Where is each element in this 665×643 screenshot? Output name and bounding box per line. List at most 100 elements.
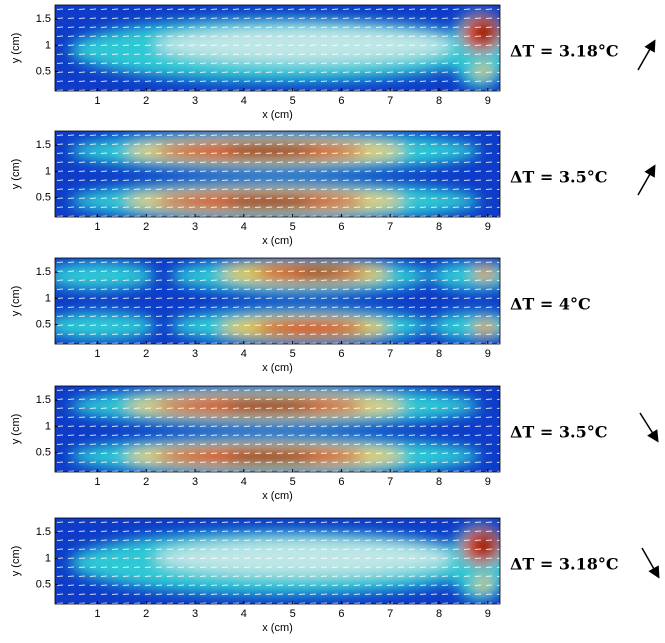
y-tick-label: 1 xyxy=(45,552,51,564)
arrow xyxy=(641,547,660,579)
y-axis-label: y (cm) xyxy=(10,546,22,577)
x-tick-label: 7 xyxy=(387,608,393,620)
x-tick-label: 5 xyxy=(290,95,296,107)
y-tick-label: 1 xyxy=(45,165,51,177)
y-tick-label: 1 xyxy=(45,39,51,51)
y-tick-label: 1.5 xyxy=(36,266,51,278)
x-tick-label: 6 xyxy=(338,476,344,488)
x-tick-label: 8 xyxy=(436,608,442,620)
panel: 1 2 3 4 5 6 7 8 9 0.5 1 1.5 x (cm) y (cm) ΔT = 3.18°C xyxy=(10,4,619,121)
delta-t-label: ΔT = 3.18°C xyxy=(510,555,619,574)
x-tick-label: 7 xyxy=(387,221,393,233)
x-tick-label: 9 xyxy=(485,476,491,488)
y-tick-label: 0.5 xyxy=(36,447,51,459)
x-tick-label: 5 xyxy=(290,221,296,233)
frame xyxy=(54,4,501,92)
x-tick-label: 8 xyxy=(436,221,442,233)
frame xyxy=(54,257,501,345)
delta-t-label: ΔT = 3.5°C xyxy=(510,423,607,442)
y-axis-label: y (cm) xyxy=(10,286,22,317)
x-tick-label: 9 xyxy=(485,348,491,360)
x-tick-label: 7 xyxy=(387,95,393,107)
x-tick-label: 4 xyxy=(241,608,247,620)
x-tick-label: 2 xyxy=(143,95,149,107)
velocity-vectors xyxy=(55,5,500,91)
y-tick-label: 1 xyxy=(45,292,51,304)
y-tick-label: 1 xyxy=(45,420,51,432)
heatmap xyxy=(55,5,500,91)
x-tick-label: 3 xyxy=(192,608,198,620)
frame xyxy=(54,130,501,218)
panel: 1 2 3 4 5 6 7 8 9 0.5 1 1.5 x (cm) y (cm) ΔT = 3.5°C xyxy=(10,385,607,502)
x-tick-label: 9 xyxy=(485,221,491,233)
x-tick-label: 3 xyxy=(192,476,198,488)
x-tick-label: 3 xyxy=(192,221,198,233)
velocity-vectors xyxy=(55,258,500,344)
y-tick-label: 1.5 xyxy=(36,526,51,538)
heatmap xyxy=(55,258,500,344)
x-tick-label: 1 xyxy=(94,348,100,360)
x-tick-label: 3 xyxy=(192,348,198,360)
delta-t-label: ΔT = 3.5°C xyxy=(510,168,607,187)
frame xyxy=(54,517,501,605)
y-tick-label: 0.5 xyxy=(36,66,51,78)
x-axis-label: x (cm) xyxy=(262,109,293,121)
frame xyxy=(54,385,501,473)
x-tick-label: 1 xyxy=(94,608,100,620)
x-tick-label: 6 xyxy=(338,95,344,107)
x-tick-label: 4 xyxy=(241,476,247,488)
x-tick-label: 7 xyxy=(387,348,393,360)
x-axis-label: x (cm) xyxy=(262,490,293,502)
heatmap xyxy=(55,386,500,472)
x-tick-label: 8 xyxy=(436,95,442,107)
y-tick-label: 0.5 xyxy=(36,192,51,204)
x-tick-label: 6 xyxy=(338,348,344,360)
heatmap xyxy=(55,518,500,604)
x-tick-label: 5 xyxy=(290,348,296,360)
x-tick-label: 1 xyxy=(94,476,100,488)
panel: 1 2 3 4 5 6 7 8 9 0.5 1 1.5 x (cm) y (cm) ΔT = 3.5°C xyxy=(10,130,607,247)
panel: 1 2 3 4 5 6 7 8 9 0.5 1 1.5 x (cm) y (cm) ΔT = 4°C xyxy=(10,257,591,374)
x-tick-label: 6 xyxy=(338,221,344,233)
y-axis-label: y (cm) xyxy=(10,33,22,64)
x-tick-label: 2 xyxy=(143,608,149,620)
delta-t-label: ΔT = 4°C xyxy=(510,295,591,314)
arrow xyxy=(637,164,656,196)
arrow xyxy=(637,39,656,71)
y-axis-label: y (cm) xyxy=(10,414,22,445)
velocity-vectors xyxy=(55,386,500,472)
x-tick-label: 2 xyxy=(143,221,149,233)
velocity-vectors xyxy=(55,518,500,604)
x-tick-label: 8 xyxy=(436,348,442,360)
y-tick-label: 1.5 xyxy=(36,394,51,406)
y-tick-label: 0.5 xyxy=(36,579,51,591)
panel: 1 2 3 4 5 6 7 8 9 0.5 1 1.5 x (cm) y (cm) ΔT = 3.18°C xyxy=(10,517,619,634)
y-tick-label: 1.5 xyxy=(36,13,51,25)
x-tick-label: 1 xyxy=(94,95,100,107)
x-tick-label: 5 xyxy=(290,608,296,620)
y-tick-label: 0.5 xyxy=(36,319,51,331)
y-axis-label: y (cm) xyxy=(10,159,22,190)
x-tick-label: 2 xyxy=(143,476,149,488)
delta-t-label: ΔT = 3.18°C xyxy=(510,42,619,61)
x-tick-label: 4 xyxy=(241,348,247,360)
x-tick-label: 4 xyxy=(241,95,247,107)
x-tick-label: 7 xyxy=(387,476,393,488)
x-tick-label: 3 xyxy=(192,95,198,107)
heatmap xyxy=(55,131,500,217)
x-axis-label: x (cm) xyxy=(262,622,293,634)
y-tick-label: 1.5 xyxy=(36,139,51,151)
x-tick-label: 4 xyxy=(241,221,247,233)
velocity-vectors xyxy=(55,131,500,217)
x-tick-label: 8 xyxy=(436,476,442,488)
x-tick-label: 1 xyxy=(94,221,100,233)
x-tick-label: 9 xyxy=(485,608,491,620)
x-axis-label: x (cm) xyxy=(262,362,293,374)
direction-arrows xyxy=(637,39,660,579)
arrow xyxy=(639,412,659,443)
x-tick-label: 6 xyxy=(338,608,344,620)
x-tick-label: 5 xyxy=(290,476,296,488)
x-axis-label: x (cm) xyxy=(262,235,293,247)
x-tick-label: 9 xyxy=(485,95,491,107)
